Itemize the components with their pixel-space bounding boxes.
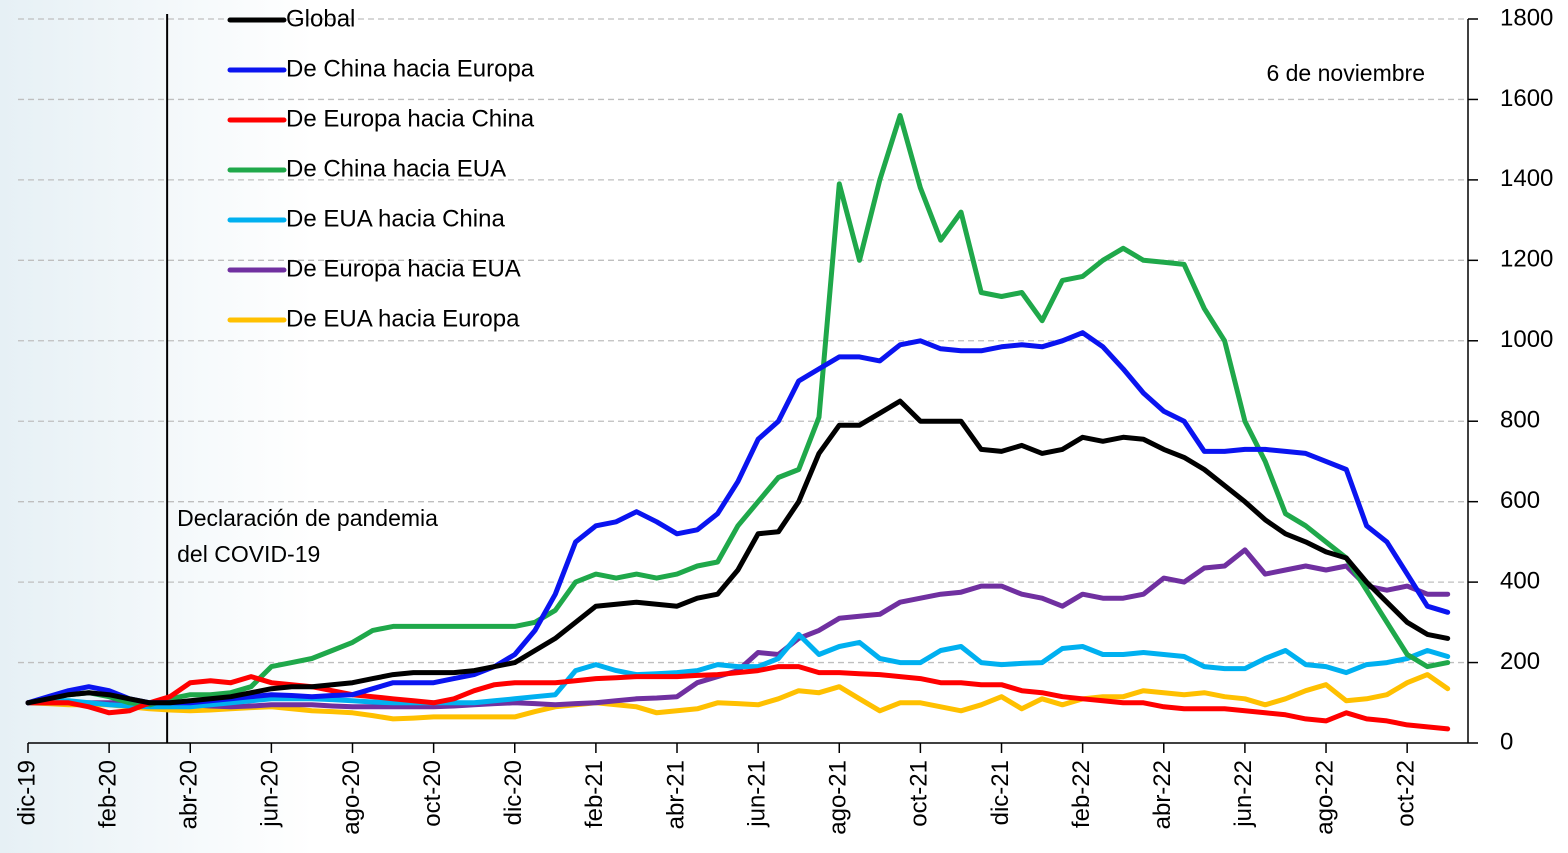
legend-label: Global [286,5,355,32]
x-tick-label: ago-22 [1311,760,1338,835]
legend-label: De Europa hacia China [286,105,535,132]
legend-label: De China hacia Europa [286,55,535,82]
x-tick-label: ago-20 [338,760,365,835]
y-tick-label: 1000 [1500,326,1553,353]
legend-label: De Europa hacia EUA [286,255,521,282]
date-note: 6 de noviembre [1266,60,1425,86]
y-tick-label: 0 [1500,728,1513,755]
series-line [25,398,1451,706]
legend-label: De EUA hacia China [286,205,505,232]
series-line [25,664,1451,732]
y-tick-label: 1600 [1500,85,1553,112]
y-tick-label: 1200 [1500,246,1553,273]
event-label: Declaración de pandemia [177,505,438,531]
x-tick-label: oct-20 [419,760,446,827]
legend-label: De EUA hacia Europa [286,305,520,332]
event-label: del COVID-19 [177,541,320,567]
series-line [25,330,1451,706]
y-tick-label: 600 [1500,487,1540,514]
y-tick-label: 1800 [1500,4,1553,31]
series-line [25,113,1451,708]
series-line [25,631,1451,710]
x-tick-label: abr-22 [1149,760,1176,829]
y-tick-label: 400 [1500,567,1540,594]
x-tick-label: abr-20 [176,760,203,829]
x-tick-label: jun-21 [743,760,770,828]
legend-label: De China hacia EUA [286,155,506,182]
x-tick-label: feb-21 [581,760,608,828]
x-tick-label: dic-21 [987,760,1014,825]
x-tick-label: dic-19 [13,760,40,825]
x-tick-label: oct-22 [1392,760,1419,827]
y-tick-label: 800 [1500,407,1540,434]
x-tick-label: feb-20 [94,760,121,828]
x-tick-label: abr-21 [662,760,689,829]
x-tick-label: jun-20 [257,760,284,828]
x-tick-label: feb-22 [1068,760,1095,828]
x-tick-label: ago-21 [825,760,852,835]
x-tick-label: oct-21 [906,760,933,827]
y-tick-label: 200 [1500,648,1540,675]
x-tick-label: jun-22 [1230,760,1257,828]
y-tick-label: 1400 [1500,165,1553,192]
x-tick-label: dic-20 [500,760,527,825]
